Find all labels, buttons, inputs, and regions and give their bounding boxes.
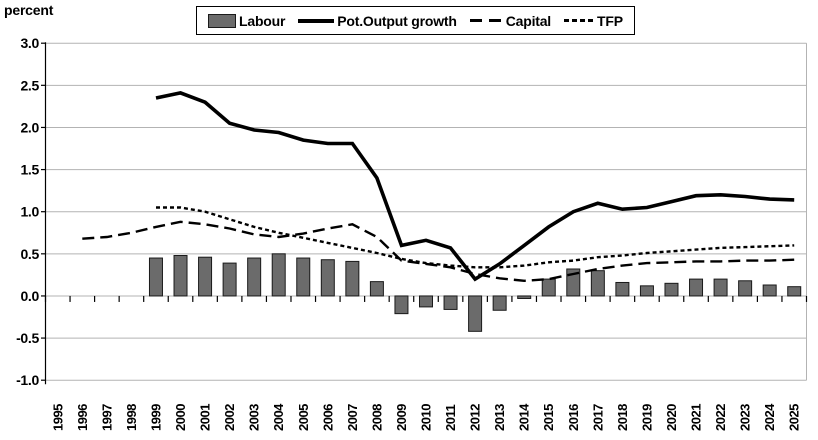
- x-tick-label: 2021: [689, 404, 704, 431]
- x-tick-label: 2018: [615, 404, 630, 431]
- x-tick-label: 2003: [247, 404, 262, 431]
- labour-bar-2021: [689, 278, 704, 297]
- x-tick-label: 2024: [762, 403, 777, 431]
- legend: Labour Pot.Output growth Capital TFP: [196, 6, 635, 35]
- y-tick-label: 3.0: [20, 35, 39, 51]
- x-tick-label: 2006: [320, 404, 335, 431]
- labour-bar-2014: [517, 295, 532, 299]
- x-tick-label: 2004: [271, 403, 286, 431]
- labour-bar-2003: [247, 257, 262, 297]
- x-tick-label: 2022: [713, 404, 728, 431]
- x-tick-label: 1998: [124, 404, 139, 431]
- labour-bar-2010: [419, 295, 433, 308]
- labour-bar-1999: [148, 257, 163, 297]
- solid-line-swatch-icon: [298, 18, 335, 23]
- labour-bar-2005: [296, 257, 311, 297]
- x-tick-label: 2008: [369, 404, 384, 431]
- labour-bar-2006: [320, 259, 335, 297]
- legend-label-tfp: TFP: [597, 12, 623, 29]
- labour-bar-2024: [762, 284, 777, 297]
- labour-bar-2022: [713, 278, 728, 297]
- labour-bar-2020: [664, 282, 679, 297]
- labour-bar-2023: [738, 280, 753, 297]
- y-tick-label: -1.0: [16, 372, 39, 388]
- long-dash-swatch-icon: [469, 19, 503, 22]
- y-tick-label: 0.5: [20, 246, 39, 262]
- x-tick-label: 2009: [394, 404, 409, 431]
- x-tick-label: 2000: [173, 404, 188, 431]
- x-tick-label: 2019: [639, 404, 654, 431]
- labour-bar-swatch-icon: [208, 13, 236, 28]
- labour-bar-2002: [222, 262, 237, 297]
- labour-bar-2013: [492, 295, 507, 311]
- pot-output-growth-line: [155, 91, 795, 282]
- x-tick-label: 2023: [738, 404, 753, 431]
- x-tick-label: 1996: [75, 404, 90, 431]
- labour-bar-2012: [468, 295, 483, 332]
- labour-bar-2001: [198, 256, 213, 297]
- x-tick-label: 2025: [787, 404, 802, 431]
- x-tick-label: 2020: [664, 404, 679, 431]
- legend-item-pot-output-growth: Pot.Output growth: [298, 12, 457, 29]
- labour-bar-2011: [443, 295, 458, 310]
- x-tick-label: 2005: [296, 404, 311, 431]
- legend-label-capital: Capital: [505, 12, 551, 29]
- legend-label-labour: Labour: [239, 12, 286, 29]
- x-tick-label: 1997: [99, 404, 114, 431]
- labour-bar-2017: [590, 270, 605, 297]
- x-tick-label: 2007: [345, 404, 360, 431]
- axis-unit-label: percent: [4, 2, 54, 18]
- x-tick-label: 2013: [492, 404, 507, 431]
- x-tick-label: 1995: [50, 404, 65, 431]
- x-tick-label: 2015: [541, 404, 556, 431]
- labour-bar-2004: [271, 253, 286, 297]
- x-tick-label: 2001: [198, 404, 213, 431]
- y-tick-label: 2.0: [20, 119, 39, 135]
- tfp-line: [156, 206, 795, 269]
- x-tick-label: 2017: [590, 404, 605, 431]
- x-tick-label: 2016: [566, 404, 581, 431]
- y-tick-label: 1.5: [20, 162, 39, 178]
- x-tick-label: 2011: [443, 405, 458, 431]
- labour-bar-2000: [173, 255, 188, 297]
- legend-item-labour: Labour: [208, 13, 285, 29]
- y-tick-label: -0.5: [16, 330, 39, 346]
- y-tick-label: 1.0: [20, 204, 39, 220]
- labour-bar-2015: [541, 278, 556, 297]
- x-tick-label: 2012: [468, 404, 483, 431]
- x-tick-label: 1999: [148, 404, 163, 431]
- legend-label-pot-output-growth: Pot.Output growth: [337, 12, 457, 29]
- labour-bar-2018: [615, 281, 630, 297]
- labour-bar-2025: [787, 286, 802, 297]
- y-tick-label: 0.0: [20, 288, 39, 304]
- short-dash-swatch-icon: [564, 19, 594, 22]
- labour-bar-2019: [639, 285, 654, 297]
- x-tick-label: 2002: [222, 404, 237, 431]
- labour-bar-2007: [345, 260, 360, 297]
- legend-item-capital: Capital: [469, 12, 551, 29]
- x-tick-label: 2014: [517, 403, 532, 431]
- x-tick-label: 2010: [419, 404, 434, 431]
- legend-item-tfp: TFP: [564, 13, 623, 29]
- capital-line: [82, 220, 795, 283]
- labour-bar-2008: [369, 281, 384, 297]
- y-tick-label: 2.5: [20, 77, 39, 93]
- labour-bar-2009: [394, 295, 409, 315]
